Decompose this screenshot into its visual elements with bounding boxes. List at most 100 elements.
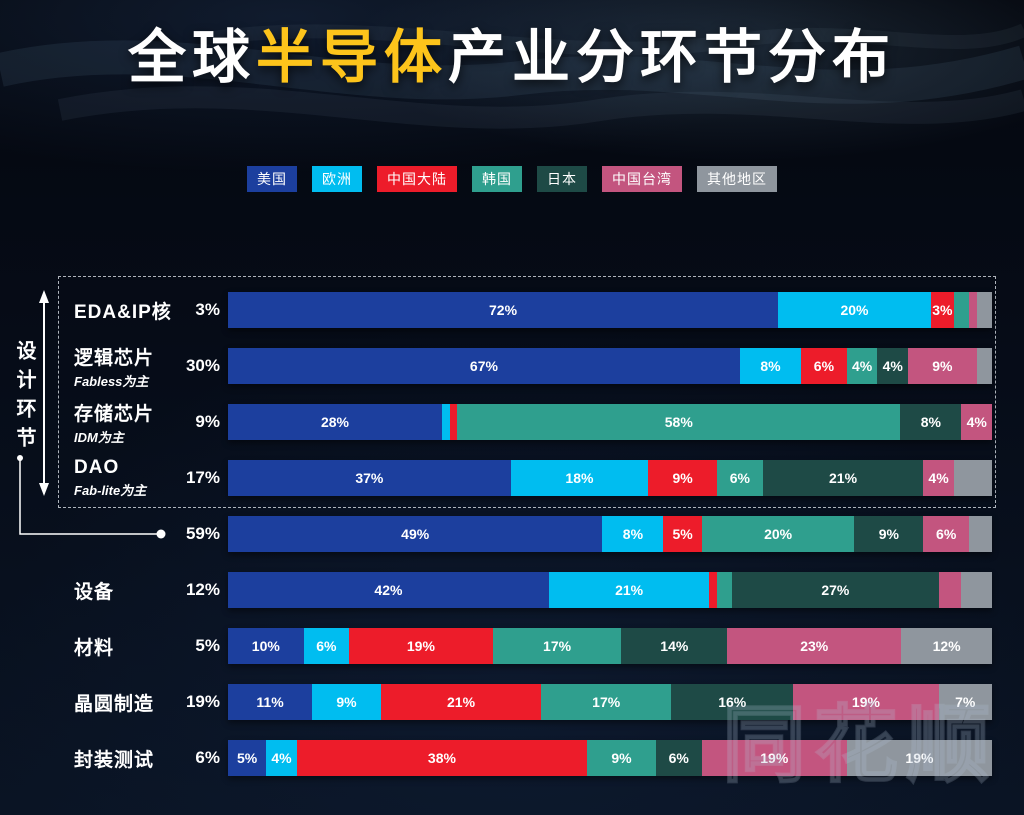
bar-segment: 12% xyxy=(901,628,992,664)
segment-value-label: 28% xyxy=(320,414,349,430)
segment-value-label: 11% xyxy=(256,694,284,710)
segment-value-label: 9% xyxy=(878,526,899,542)
bar-track: 37% 18% 9% 6% 21% 4% xyxy=(228,460,993,496)
row-share-value: 6% xyxy=(195,748,220,767)
row-share-value: 59% xyxy=(185,524,220,543)
bar-segment xyxy=(449,404,458,440)
bar-segment xyxy=(969,516,993,552)
segment-value-label: 4% xyxy=(966,414,987,430)
segment-value-label: 19% xyxy=(760,750,789,766)
segment-value-label: 38% xyxy=(427,750,456,766)
segment-value-label: 21% xyxy=(615,582,644,598)
watermark: 同花顺 xyxy=(721,697,998,793)
bar-segment: 8% xyxy=(602,516,664,552)
bar-segment: 6% xyxy=(655,740,702,776)
segment-value-label: 17% xyxy=(543,638,572,654)
bar-segment xyxy=(953,292,970,328)
segment-value-label: 21% xyxy=(829,470,858,486)
segment-value-label: 20% xyxy=(764,526,793,542)
bar-row: DAO Fab-lite为主 17% 37% 18% 9% 6% 21% 4% xyxy=(60,450,993,506)
legend-item: 日本 xyxy=(537,166,587,192)
bar-segment: 42% xyxy=(228,572,549,608)
bar-segment: 72% xyxy=(228,292,779,328)
bar-segment: 14% xyxy=(621,628,728,664)
row-share-value: 12% xyxy=(185,580,220,599)
segment-value-label: 23% xyxy=(800,638,829,654)
bar-segment: 17% xyxy=(541,684,672,720)
bar-segment: 9% xyxy=(587,740,656,776)
segment-value-label: 9% xyxy=(336,694,357,710)
segment-value-label: 4% xyxy=(882,358,903,374)
segment-value-label: 8% xyxy=(920,414,941,430)
bar-track: 67% 8% 6% 4% 4% 9% xyxy=(228,348,993,384)
bar-row: 晶圆制造 19% 11% 9% 21% 17% 16% 19% 7% xyxy=(60,674,992,730)
bar-row: 逻辑芯片 Fabless为主 30% 67% 8% 6% 4% 4% 9% xyxy=(60,338,993,394)
bar-row: 存储芯片 IDM为主 9% 28% 58% 8% 4% xyxy=(60,394,993,450)
title-prefix: 全球 xyxy=(127,25,256,90)
legend-item: 欧洲 xyxy=(312,166,362,192)
bar-segment: 21% xyxy=(548,572,710,608)
legend-item: 韩国 xyxy=(472,166,522,192)
bar-segment: 18% xyxy=(510,460,649,496)
bar-segment: 67% xyxy=(228,348,740,384)
segment-value-label: 5% xyxy=(672,526,693,542)
bar-segment: 21% xyxy=(762,460,924,496)
bar-segment: 4% xyxy=(846,348,878,384)
arrow-up-icon xyxy=(39,290,49,303)
row-label: DAO Fab-lite为主 xyxy=(60,457,172,499)
bar-segment: 6% xyxy=(303,628,350,664)
row-sublabel: Fab-lite为主 xyxy=(74,483,147,498)
segment-value-label: 6% xyxy=(813,358,835,374)
bar-row: 59% 49% 8% 5% 20% 9% 6% xyxy=(60,506,993,562)
row-label: 设备 xyxy=(60,577,172,604)
bar-segment: 10% xyxy=(228,628,304,664)
bar-segment: 20% xyxy=(701,516,855,552)
bar-segment: 49% xyxy=(228,516,603,552)
bar-segment xyxy=(961,572,992,608)
segment-value-label: 18% xyxy=(565,470,594,486)
segment-value-label: 19% xyxy=(905,750,934,766)
legend-item: 美国 xyxy=(247,166,297,192)
bar-segment xyxy=(976,348,993,384)
bar-segment: 19% xyxy=(793,684,939,720)
row-label-text: 晶圆制造 xyxy=(74,693,155,715)
row-share-value: 17% xyxy=(185,468,220,487)
segment-value-label: 58% xyxy=(664,414,693,430)
row-share-value: 30% xyxy=(185,356,220,375)
legend-item: 中国大陆 xyxy=(377,166,457,192)
row-share-value: 19% xyxy=(185,692,220,711)
row-sublabel: IDM为主 xyxy=(74,429,124,445)
bar-segment: 21% xyxy=(380,684,542,720)
bar-segment xyxy=(969,292,977,328)
bar-track: 5% 4% 38% 9% 6% 19% 19% xyxy=(228,740,992,776)
bar-segment: 8% xyxy=(900,404,962,440)
legend-item: 中国台湾 xyxy=(602,166,682,192)
bar-track: 11% 9% 21% 17% 16% 19% 7% xyxy=(228,684,992,720)
row-label-text: DAO xyxy=(74,457,120,478)
segment-value-label: 42% xyxy=(374,582,403,598)
bar-track: 28% 58% 8% 4% xyxy=(228,404,993,440)
legend: 美国 欧洲 中国大陆 韩国 日本 中国台湾 其他地区 xyxy=(0,166,1024,192)
arrow-down-icon xyxy=(39,483,49,496)
row-label-text: 存储芯片 xyxy=(74,403,155,425)
page-title: 全球半导体产业分环节分布 xyxy=(0,10,1024,94)
row-share-value: 5% xyxy=(195,636,220,655)
segment-value-label: 3% xyxy=(932,302,953,318)
bar-segment: 11% xyxy=(228,684,313,720)
segment-value-label: 17% xyxy=(592,694,621,710)
bar-row: EDA&IP核 3% 72% 20% 3% xyxy=(60,282,992,338)
bar-segment xyxy=(953,460,993,496)
bar-track: 42% 21% 27% xyxy=(228,572,992,608)
segment-value-label: 5% xyxy=(236,750,258,766)
bar-segment: 6% xyxy=(801,348,847,384)
bar-segment: 5% xyxy=(663,516,702,552)
bar-segment: 9% xyxy=(907,348,977,384)
segment-value-label: 19% xyxy=(406,638,435,654)
bar-row: 封装测试 6% 5% 4% 38% 9% 6% 19% 19% xyxy=(60,730,992,786)
segment-value-label: 8% xyxy=(622,526,644,542)
row-label-text: 封装测试 xyxy=(74,749,155,771)
bar-row: 设备 12% 42% 21% 27% xyxy=(60,562,992,618)
bar-segment xyxy=(709,572,717,608)
row-label: EDA&IP核 xyxy=(60,297,172,324)
design-group-label: 设计环节 xyxy=(13,340,35,456)
